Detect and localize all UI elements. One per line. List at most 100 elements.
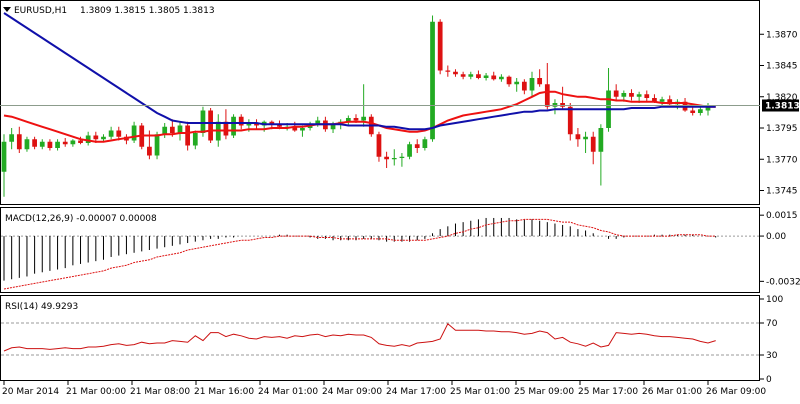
bear-candle-body: [567, 106, 573, 135]
macd-signal-line: [3, 218, 716, 290]
macd-axis: 0.0015 0.00 -0.00325: [760, 211, 800, 287]
bull-candle-body: [162, 126, 168, 135]
rsi-tick-label: 30: [766, 351, 778, 361]
time-tick-label: 21 Mar 00:00: [66, 387, 126, 397]
bull-candle-body: [483, 75, 489, 78]
bull-candle-body: [636, 94, 642, 97]
bear-candle-body: [47, 141, 53, 148]
bear-candle-body: [414, 144, 420, 148]
bear-candle-body: [254, 123, 259, 126]
bear-candle-body: [476, 74, 481, 78]
macd-tick-label: -0.00325: [766, 277, 800, 287]
bull-candle-body: [55, 141, 60, 148]
rsi-tick-label: 70: [766, 319, 778, 329]
bear-candle-body: [269, 121, 275, 125]
dropdown-triangle-icon[interactable]: [3, 7, 11, 12]
bear-candle-body: [491, 75, 497, 80]
bull-candle-body: [399, 156, 405, 158]
bull-candle-body: [154, 134, 160, 156]
current-price-label: 1.3813: [765, 102, 800, 112]
bull-candle-body: [101, 136, 106, 140]
bull-candle-body: [583, 136, 588, 140]
bull-candle-body: [24, 139, 30, 150]
time-tick-label: 25 Mar 09:00: [514, 387, 574, 397]
bear-candle-body: [62, 141, 68, 145]
bear-candle-body: [208, 110, 213, 141]
time-tick-label: 26 Mar 01:00: [642, 387, 702, 397]
bear-candle-body: [544, 84, 550, 107]
bear-candle-body: [16, 134, 22, 150]
bear-candle-body: [277, 124, 282, 127]
rsi-axis: 100 70 30 0: [760, 295, 783, 385]
bull-candle-body: [430, 21, 435, 140]
time-tick-label: 24 Mar 09:00: [322, 387, 382, 397]
bull-candle-body: [659, 99, 665, 102]
bull-candle-body: [422, 139, 428, 148]
rsi-tick-label: 100: [766, 295, 783, 305]
bear-candle-body: [560, 103, 565, 107]
bull-candle-body: [391, 158, 397, 160]
bear-candle-body: [147, 146, 152, 156]
bull-candle-body: [330, 124, 336, 130]
rsi-tick-label: 0: [766, 375, 772, 385]
bear-candle-body: [537, 78, 543, 85]
bear-candle-body: [185, 125, 191, 146]
bull-candle-body: [407, 144, 412, 157]
time-tick-label: 20 Mar 2014: [2, 387, 59, 397]
bear-candle-body: [93, 135, 99, 140]
price-tick-label: 1.3870: [766, 30, 798, 40]
bear-candle-body: [506, 76, 512, 85]
ema-slow-line: [3, 12, 716, 131]
time-tick-label: 24 Mar 17:00: [386, 387, 446, 397]
bear-candle-body: [445, 70, 451, 72]
bull-candle-body: [246, 123, 252, 126]
bear-candle-body: [238, 116, 244, 126]
rsi-line: [3, 323, 716, 352]
bear-candle-body: [629, 93, 634, 97]
price-tick-label: 1.3795: [766, 124, 798, 134]
bull-candle-body: [361, 116, 367, 121]
bear-candle-body: [521, 81, 527, 91]
bull-candle-body: [499, 76, 504, 80]
price-candles: [1, 15, 711, 197]
bull-candle-body: [192, 133, 198, 146]
bear-candle-body: [384, 156, 389, 160]
bear-candle-body: [223, 121, 229, 136]
bear-candle-body: [116, 130, 122, 137]
macd-panel-frame: [0, 207, 760, 293]
time-tick-label: 21 Mar 08:00: [130, 387, 190, 397]
price-tick-label: 1.3745: [766, 187, 798, 197]
bear-candle-body: [376, 134, 382, 157]
time-tick-label: 24 Mar 01:00: [258, 387, 318, 397]
bear-candle-body: [575, 134, 581, 140]
bull-candle-body: [108, 130, 114, 137]
bear-candle-body: [292, 126, 298, 131]
bear-candle-body: [590, 136, 596, 152]
time-tick-label: 26 Mar 09:00: [706, 387, 766, 397]
bear-candle-body: [613, 90, 619, 97]
price-panel-frame: [0, 0, 760, 205]
rsi-title: RSI(14) 49.9293: [5, 302, 78, 312]
ema-fast-line: [3, 90, 716, 143]
bull-candle-body: [552, 103, 558, 107]
bull-candle-body: [315, 120, 321, 125]
bull-candle-body: [70, 140, 76, 145]
bull-candle-body: [468, 74, 474, 77]
bear-candle-body: [169, 126, 175, 133]
ohlc-values-label: 1.3809 1.3815 1.3805 1.3813: [80, 6, 215, 16]
bear-candle-body: [78, 140, 83, 143]
bull-candle-body: [697, 109, 703, 113]
price-tick-label: 1.3845: [766, 62, 798, 72]
time-tick-label: 25 Mar 01:00: [450, 387, 510, 397]
bull-candle-body: [231, 116, 236, 136]
bull-candle-body: [300, 128, 305, 131]
symbol-timeframe-label: EURUSD,H1: [14, 6, 67, 16]
bear-candle-body: [667, 99, 673, 105]
bull-candle-body: [131, 125, 137, 141]
price-tick-label: 1.3770: [766, 155, 798, 165]
time-axis: 20 Mar 2014 21 Mar 00:00 21 Mar 08:00 21 Ma…: [2, 381, 766, 397]
bull-candle-body: [514, 81, 520, 85]
price-tick-label: 1.3820: [766, 93, 798, 103]
bull-candle-body: [85, 135, 91, 143]
